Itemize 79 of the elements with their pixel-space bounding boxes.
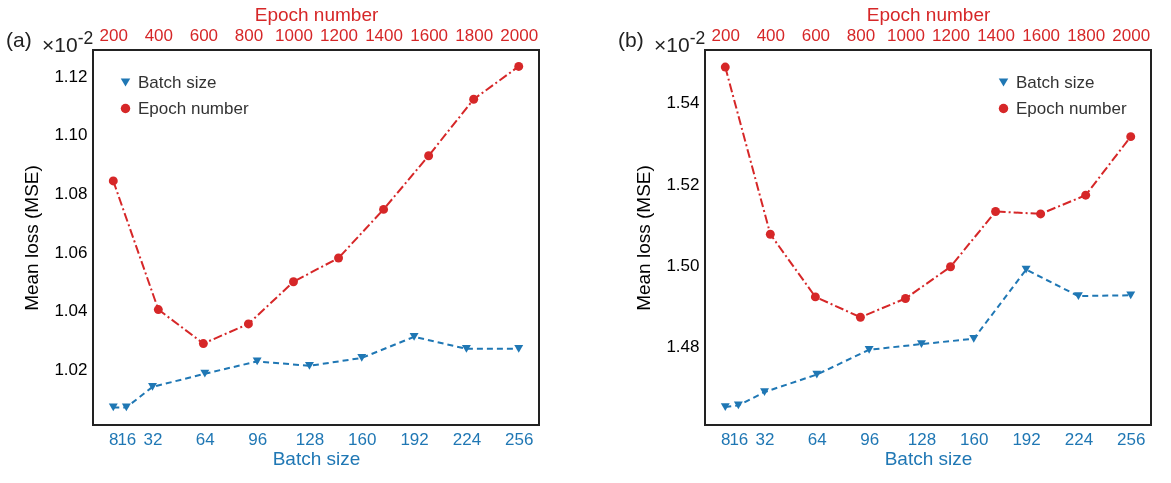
x-tick-label: 96 [248, 429, 268, 449]
x2-tick-label: 1800 [455, 25, 494, 45]
y-tick-label: 1.50 [666, 256, 700, 276]
x2-axis-title: Epoch number [254, 3, 379, 25]
x2-tick-label: 400 [756, 25, 786, 45]
point [148, 383, 157, 391]
point [1073, 292, 1083, 300]
x2-tick-label: 600 [801, 25, 831, 45]
legend-label: Epoch number [138, 98, 249, 118]
x-tick-label: 128 [295, 429, 325, 449]
point [720, 403, 730, 411]
y-tick-label: 1.52 [666, 174, 700, 194]
x2-tick-label: 1200 [932, 25, 970, 45]
x-tick-label: 96 [860, 429, 880, 449]
x-axis-title: Batch size [272, 447, 361, 469]
x-tick-label: 16 [729, 429, 749, 449]
x2-tick-label: 1600 [1022, 25, 1061, 45]
x2-axis-title: Epoch number [866, 3, 991, 25]
y-tick-label: 1.02 [54, 359, 88, 379]
point [760, 388, 769, 396]
x-tick-label: 192 [400, 429, 429, 449]
x2-tick-label: 1400 [365, 25, 403, 45]
x2-tick-label: 400 [144, 25, 174, 45]
y-tick-label: 1.48 [666, 337, 700, 357]
x-tick-label: 64 [195, 429, 215, 449]
x-tick-label: 8 [721, 429, 731, 449]
x-tick-label: 160 [960, 429, 989, 449]
x2-tick-label: 1000 [275, 25, 313, 45]
x-tick-label: 16 [117, 429, 137, 449]
y-tick-label: 1.04 [54, 301, 88, 321]
x2-tick-label: 1800 [1067, 25, 1106, 45]
x-tick-label: 224 [1064, 429, 1094, 449]
x2-tick-label: 800 [234, 25, 264, 45]
x-axis-title: Batch size [884, 447, 973, 469]
x2-tick-label: 600 [189, 25, 219, 45]
x-tick-label: 32 [143, 429, 163, 449]
point [969, 334, 979, 343]
point [916, 340, 926, 348]
point [304, 361, 314, 370]
x2-tick-label: 1000 [887, 25, 925, 45]
point [200, 369, 210, 378]
text: (a) [6, 28, 32, 52]
x2-tick-label: 1600 [410, 25, 449, 45]
point [1126, 291, 1136, 300]
x-tick-label: 128 [907, 429, 937, 449]
x-tick-label: 64 [807, 429, 827, 449]
point [357, 354, 367, 362]
x-tick-label: 160 [348, 429, 377, 449]
annotation: ×10$^{-2}$ [654, 28, 706, 57]
x2-tick-label: 200 [99, 25, 128, 45]
annotation: ×10$^{-2}$ [42, 28, 94, 57]
point [864, 345, 874, 354]
point [1021, 265, 1031, 274]
y-tick-label: 1.06 [54, 242, 88, 262]
y-tick-label: 1.10 [54, 125, 88, 145]
x-tick-label: 256 [505, 429, 534, 449]
y-tick-label: 1.08 [54, 184, 88, 204]
y-tick-label: 1.12 [54, 66, 88, 86]
x2-tick-label: 2000 [1112, 25, 1151, 45]
x2-tick-label: 2000 [500, 25, 539, 45]
x-tick-label: 32 [755, 429, 775, 449]
x-tick-label: 8 [109, 429, 119, 449]
x2-tick-label: 800 [846, 25, 876, 45]
x-tick-label: 256 [1117, 429, 1146, 449]
point [409, 332, 419, 341]
legend-label: Batch size [138, 72, 217, 92]
x-tick-label: 192 [1012, 429, 1041, 449]
y-axis-title: Mean loss (MSE) [21, 165, 43, 311]
x-tick-label: 224 [452, 429, 482, 449]
x2-tick-label: 200 [711, 25, 740, 45]
legend-label: Epoch number [1016, 98, 1127, 118]
text: (b) [618, 28, 644, 52]
point [461, 344, 471, 353]
x2-tick-label: 1200 [320, 25, 358, 45]
point [514, 344, 524, 353]
legend-label: Batch size [1016, 72, 1095, 92]
y-tick-label: 1.54 [666, 93, 700, 113]
x2-tick-label: 1400 [977, 25, 1015, 45]
y-axis-title: Mean loss (MSE) [633, 165, 655, 311]
